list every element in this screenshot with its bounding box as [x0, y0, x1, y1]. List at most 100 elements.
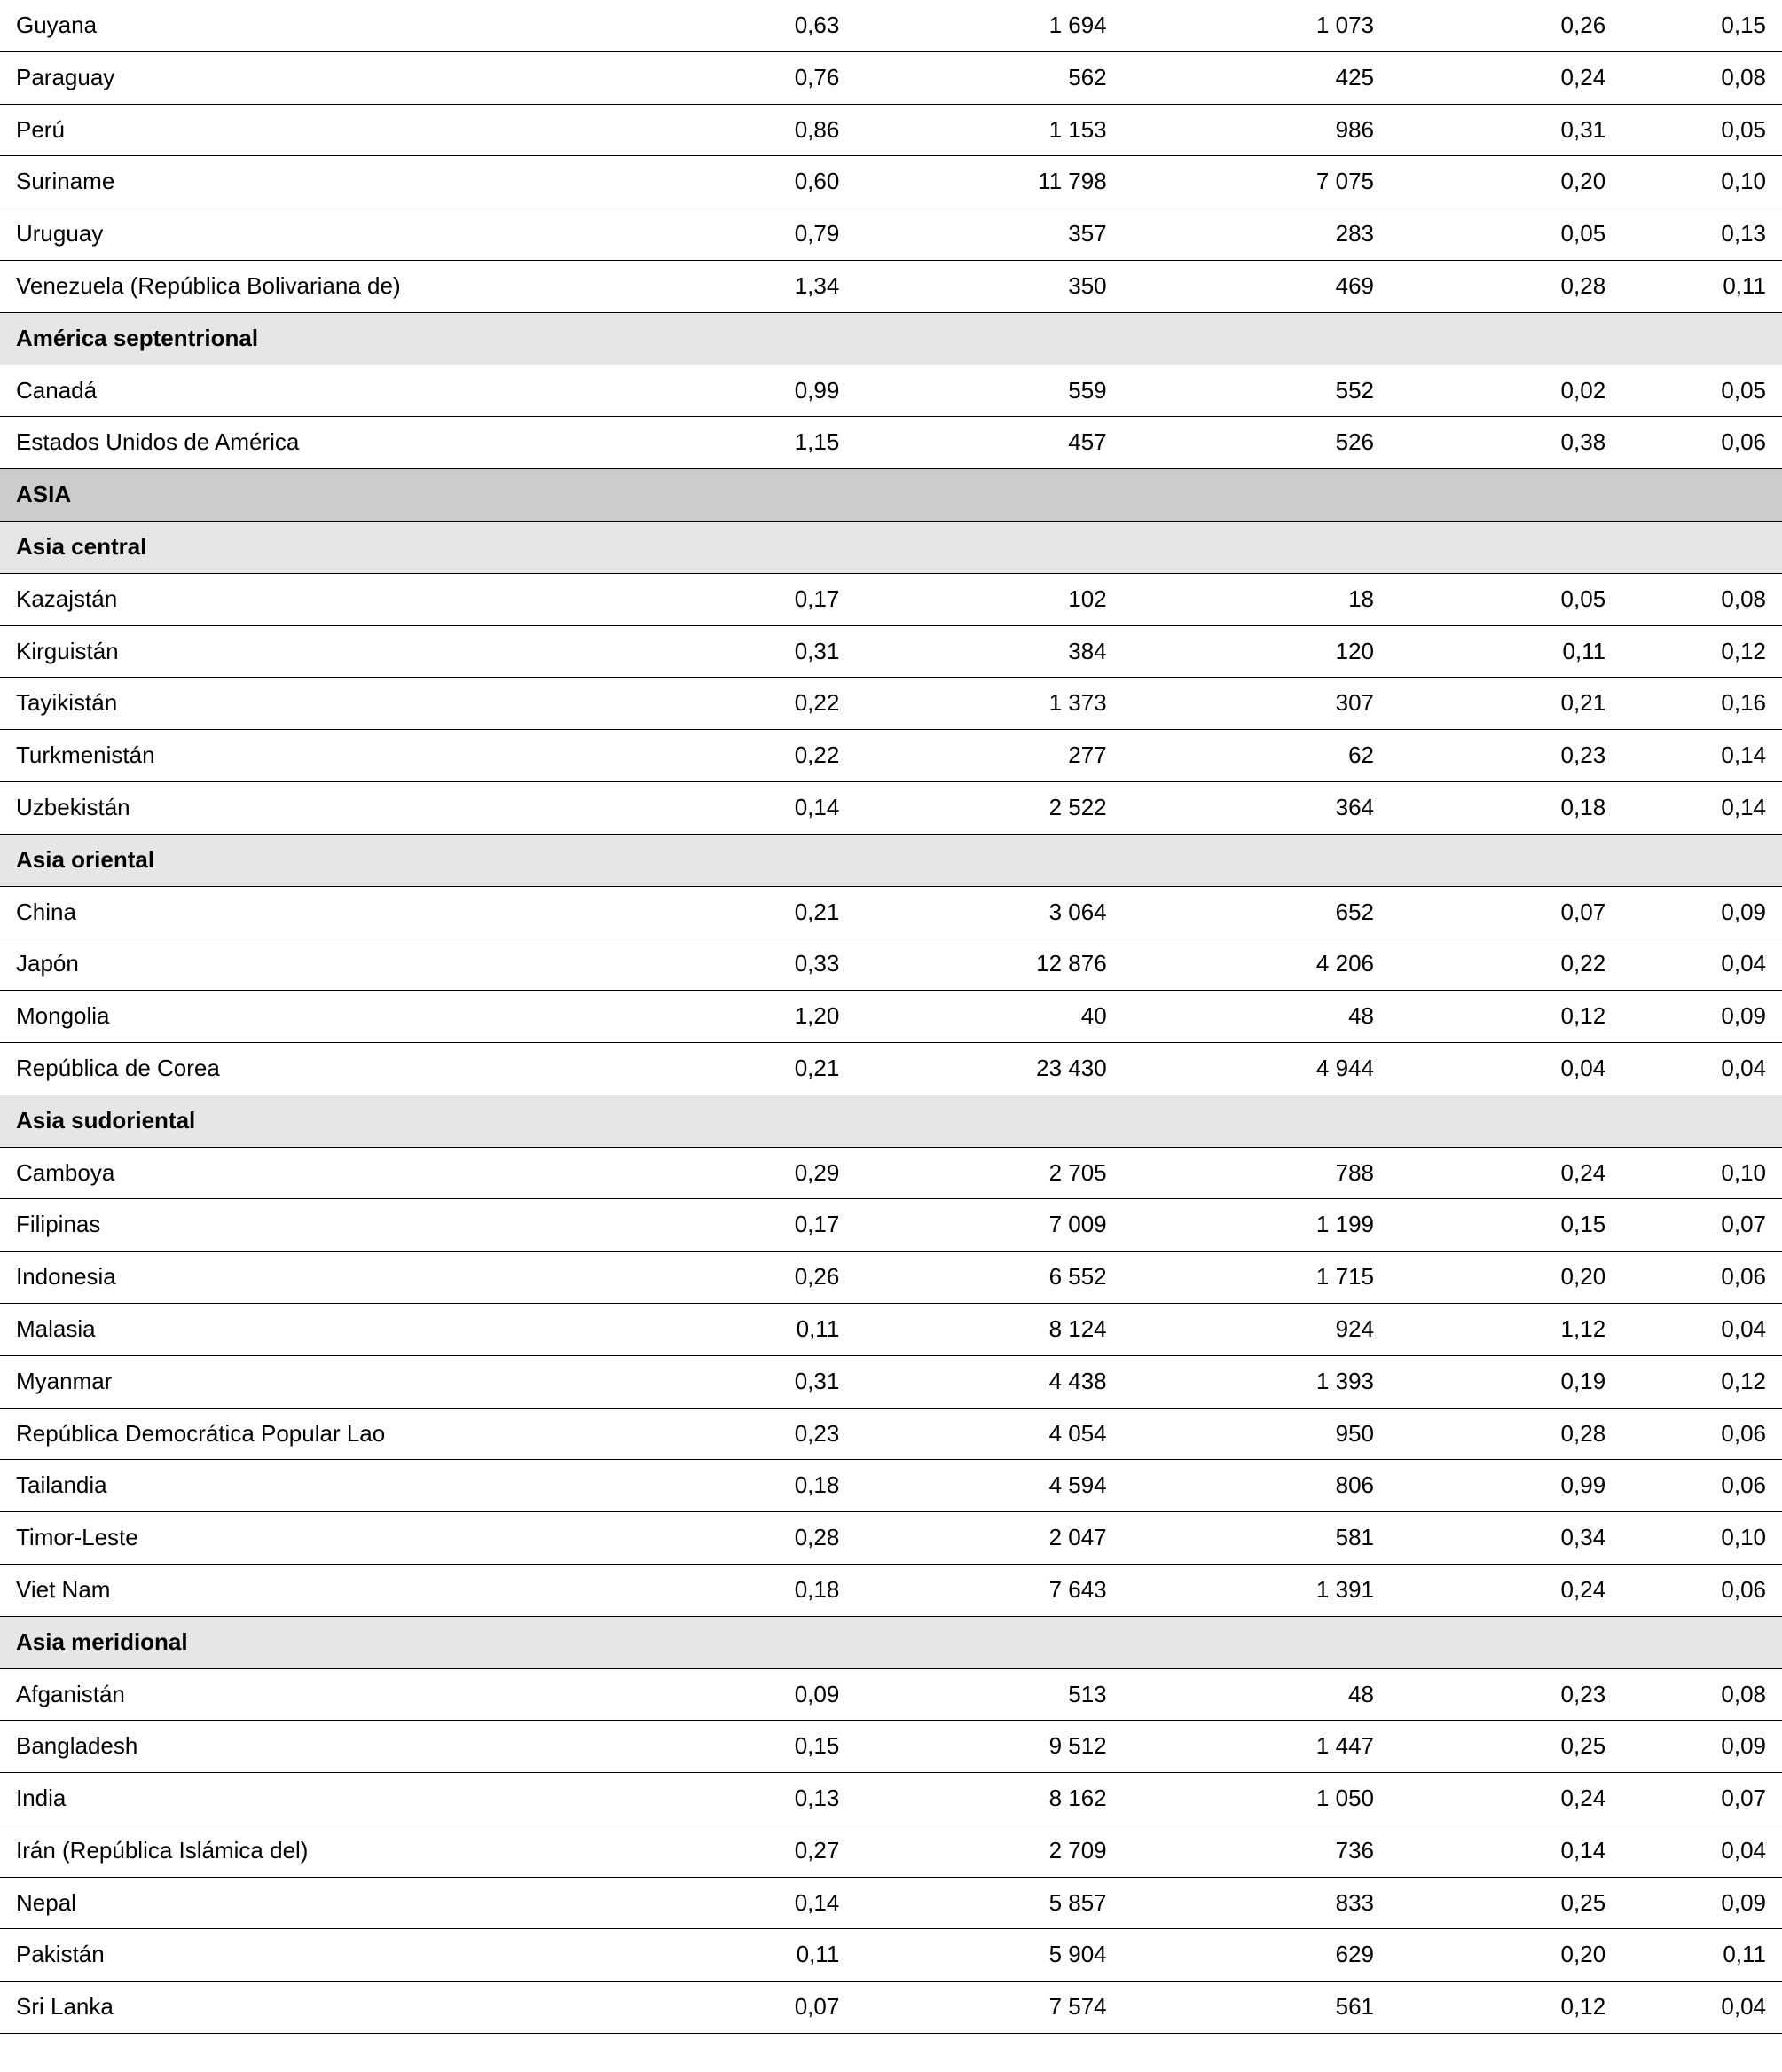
cell-value: 1 447: [1123, 1721, 1390, 1773]
cell-name: Kazajstán: [0, 573, 624, 625]
cell-name: Afganistán: [0, 1668, 624, 1721]
cell-value: 0,24: [1390, 1564, 1621, 1616]
cell-name: Suriname: [0, 156, 624, 208]
cell-value: 1 199: [1123, 1199, 1390, 1252]
cell-value: 1 715: [1123, 1252, 1390, 1304]
cell-value: 559: [855, 365, 1122, 417]
cell-value: 924: [1123, 1303, 1390, 1355]
table-row: Bangladesh0,159 5121 4470,250,09: [0, 1721, 1782, 1773]
cell-value: 0,28: [624, 1512, 855, 1565]
cell-value: 0,09: [1621, 1721, 1782, 1773]
cell-name: Irán (República Islámica del): [0, 1825, 624, 1877]
cell-value: 8 124: [855, 1303, 1122, 1355]
cell-value: 0,20: [1390, 156, 1621, 208]
cell-value: 307: [1123, 678, 1390, 730]
cell-value: 0,06: [1621, 417, 1782, 469]
cell-value: 2 522: [855, 781, 1122, 834]
cell-value: 0,11: [1390, 625, 1621, 678]
cell-value: 0,22: [624, 678, 855, 730]
cell-value: 0,33: [624, 938, 855, 991]
cell-value: 0,14: [1390, 1825, 1621, 1877]
cell-value: 364: [1123, 781, 1390, 834]
cell-value: 0,12: [1621, 625, 1782, 678]
cell-value: 1 373: [855, 678, 1122, 730]
cell-name: Turkmenistán: [0, 730, 624, 782]
cell-value: 581: [1123, 1512, 1390, 1565]
cell-value: 0,14: [1621, 781, 1782, 834]
cell-value: [1621, 1095, 1782, 1147]
table-row: Sri Lanka0,077 5745610,120,04: [0, 1982, 1782, 2034]
cell-value: 8 162: [855, 1773, 1122, 1825]
cell-value: 1 391: [1123, 1564, 1390, 1616]
cell-value: 0,09: [1621, 1877, 1782, 1929]
cell-value: 3 064: [855, 886, 1122, 938]
cell-value: 1,15: [624, 417, 855, 469]
cell-value: 0,09: [624, 1668, 855, 1721]
cell-value: [1390, 1095, 1621, 1147]
cell-value: 0,15: [624, 1721, 855, 1773]
cell-value: 120: [1123, 625, 1390, 678]
cell-value: 7 075: [1123, 156, 1390, 208]
cell-name: Perú: [0, 104, 624, 156]
cell-name: Mongolia: [0, 991, 624, 1043]
cell-value: 2 705: [855, 1147, 1122, 1199]
cell-name: Nepal: [0, 1877, 624, 1929]
cell-name: Viet Nam: [0, 1564, 624, 1616]
cell-value: 0,05: [1390, 573, 1621, 625]
cell-value: 0,21: [624, 886, 855, 938]
cell-value: 0,60: [624, 156, 855, 208]
cell-value: 0,04: [1621, 1303, 1782, 1355]
cell-value: 0,26: [624, 1252, 855, 1304]
table-row: Canadá0,995595520,020,05: [0, 365, 1782, 417]
cell-value: 0,20: [1390, 1929, 1621, 1982]
cell-value: [1621, 834, 1782, 886]
table-row: Estados Unidos de América1,154575260,380…: [0, 417, 1782, 469]
cell-value: 0,14: [1621, 730, 1782, 782]
table-row: Indonesia0,266 5521 7150,200,06: [0, 1252, 1782, 1304]
cell-value: [1123, 1616, 1390, 1668]
cell-value: [1621, 521, 1782, 573]
table-row: Afganistán0,09513480,230,08: [0, 1668, 1782, 1721]
cell-value: 526: [1123, 417, 1390, 469]
table-row: Uzbekistán0,142 5223640,180,14: [0, 781, 1782, 834]
table-row: Suriname0,6011 7987 0750,200,10: [0, 156, 1782, 208]
cell-value: [1123, 834, 1390, 886]
subregion-header-row: Asia central: [0, 521, 1782, 573]
cell-value: 0,25: [1390, 1877, 1621, 1929]
cell-value: 0,28: [1390, 1408, 1621, 1460]
cell-name: ASIA: [0, 469, 624, 522]
cell-name: Kirguistán: [0, 625, 624, 678]
cell-value: 0,23: [1390, 730, 1621, 782]
cell-value: 0,26: [1390, 0, 1621, 51]
cell-value: 0,10: [1621, 156, 1782, 208]
cell-value: 0,99: [1390, 1460, 1621, 1512]
cell-value: 0,18: [1390, 781, 1621, 834]
cell-value: [1123, 1095, 1390, 1147]
table-row: Japón0,3312 8764 2060,220,04: [0, 938, 1782, 991]
cell-value: 18: [1123, 573, 1390, 625]
cell-value: 0,31: [1390, 104, 1621, 156]
table-row: República Democrática Popular Lao0,234 0…: [0, 1408, 1782, 1460]
cell-name: República Democrática Popular Lao: [0, 1408, 624, 1460]
cell-value: 0,04: [1621, 1982, 1782, 2034]
cell-value: 552: [1123, 365, 1390, 417]
cell-name: India: [0, 1773, 624, 1825]
cell-value: [624, 312, 855, 365]
cell-value: 457: [855, 417, 1122, 469]
cell-value: 0,06: [1621, 1460, 1782, 1512]
cell-value: 0,23: [1390, 1668, 1621, 1721]
cell-value: 23 430: [855, 1042, 1122, 1095]
cell-value: 806: [1123, 1460, 1390, 1512]
cell-value: 48: [1123, 1668, 1390, 1721]
cell-name: República de Corea: [0, 1042, 624, 1095]
cell-name: Camboya: [0, 1147, 624, 1199]
cell-value: 0,06: [1621, 1564, 1782, 1616]
cell-value: 102: [855, 573, 1122, 625]
table-row: Pakistán0,115 9046290,200,11: [0, 1929, 1782, 1982]
cell-value: 0,22: [624, 730, 855, 782]
cell-value: [1390, 312, 1621, 365]
subregion-header-row: América septentrional: [0, 312, 1782, 365]
cell-value: 0,16: [1621, 678, 1782, 730]
cell-value: 0,29: [624, 1147, 855, 1199]
cell-value: 513: [855, 1668, 1122, 1721]
